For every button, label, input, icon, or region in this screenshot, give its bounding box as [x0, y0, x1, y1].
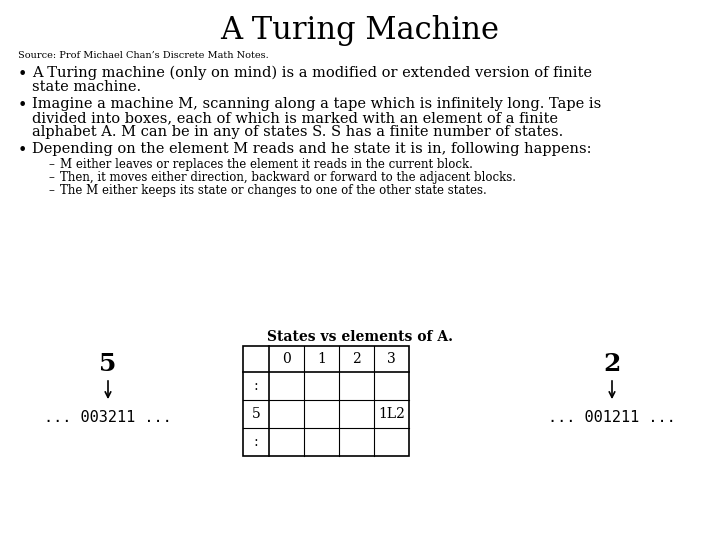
Text: :: : — [253, 379, 258, 393]
Text: –: – — [48, 158, 54, 171]
Text: 1L2: 1L2 — [378, 407, 405, 421]
Bar — [243, 346, 409, 456]
Text: •: • — [18, 142, 27, 159]
Text: 2: 2 — [352, 352, 361, 366]
Text: The M either keeps its state or changes to one of the other state states.: The M either keeps its state or changes … — [60, 184, 487, 197]
Text: alphabet A. M can be in any of states S. S has a finite number of states.: alphabet A. M can be in any of states S.… — [32, 125, 563, 139]
Text: divided into boxes, each of which is marked with an element of a finite: divided into boxes, each of which is mar… — [32, 111, 558, 125]
Text: Then, it moves either direction, backward or forward to the adjacent blocks.: Then, it moves either direction, backwar… — [60, 171, 516, 184]
Text: 3: 3 — [387, 352, 396, 366]
Text: Depending on the element M reads and he state it is in, following happens:: Depending on the element M reads and he … — [32, 142, 592, 156]
Text: ... 003211 ...: ... 003211 ... — [44, 410, 172, 426]
Text: Source: Prof Michael Chan’s Discrete Math Notes.: Source: Prof Michael Chan’s Discrete Mat… — [18, 51, 269, 60]
Text: A Turing machine (only on mind) is a modified or extended version of finite: A Turing machine (only on mind) is a mod… — [32, 66, 592, 80]
Text: 5: 5 — [251, 407, 261, 421]
Text: 1: 1 — [317, 352, 326, 366]
Text: ... 001211 ...: ... 001211 ... — [548, 410, 676, 426]
Text: 2: 2 — [603, 352, 621, 376]
Text: 0: 0 — [282, 352, 291, 366]
Text: States vs elements of A.: States vs elements of A. — [267, 330, 453, 344]
Text: 5: 5 — [99, 352, 117, 376]
Text: •: • — [18, 97, 27, 114]
Text: –: – — [48, 171, 54, 184]
Text: A Turing Machine: A Turing Machine — [220, 15, 500, 45]
Text: state machine.: state machine. — [32, 80, 141, 94]
Text: •: • — [18, 66, 27, 83]
Text: Imagine a machine M, scanning along a tape which is infinitely long. Tape is: Imagine a machine M, scanning along a ta… — [32, 97, 601, 111]
Text: M either leaves or replaces the element it reads in the current block.: M either leaves or replaces the element … — [60, 158, 473, 171]
Text: –: – — [48, 184, 54, 197]
Text: :: : — [253, 435, 258, 449]
